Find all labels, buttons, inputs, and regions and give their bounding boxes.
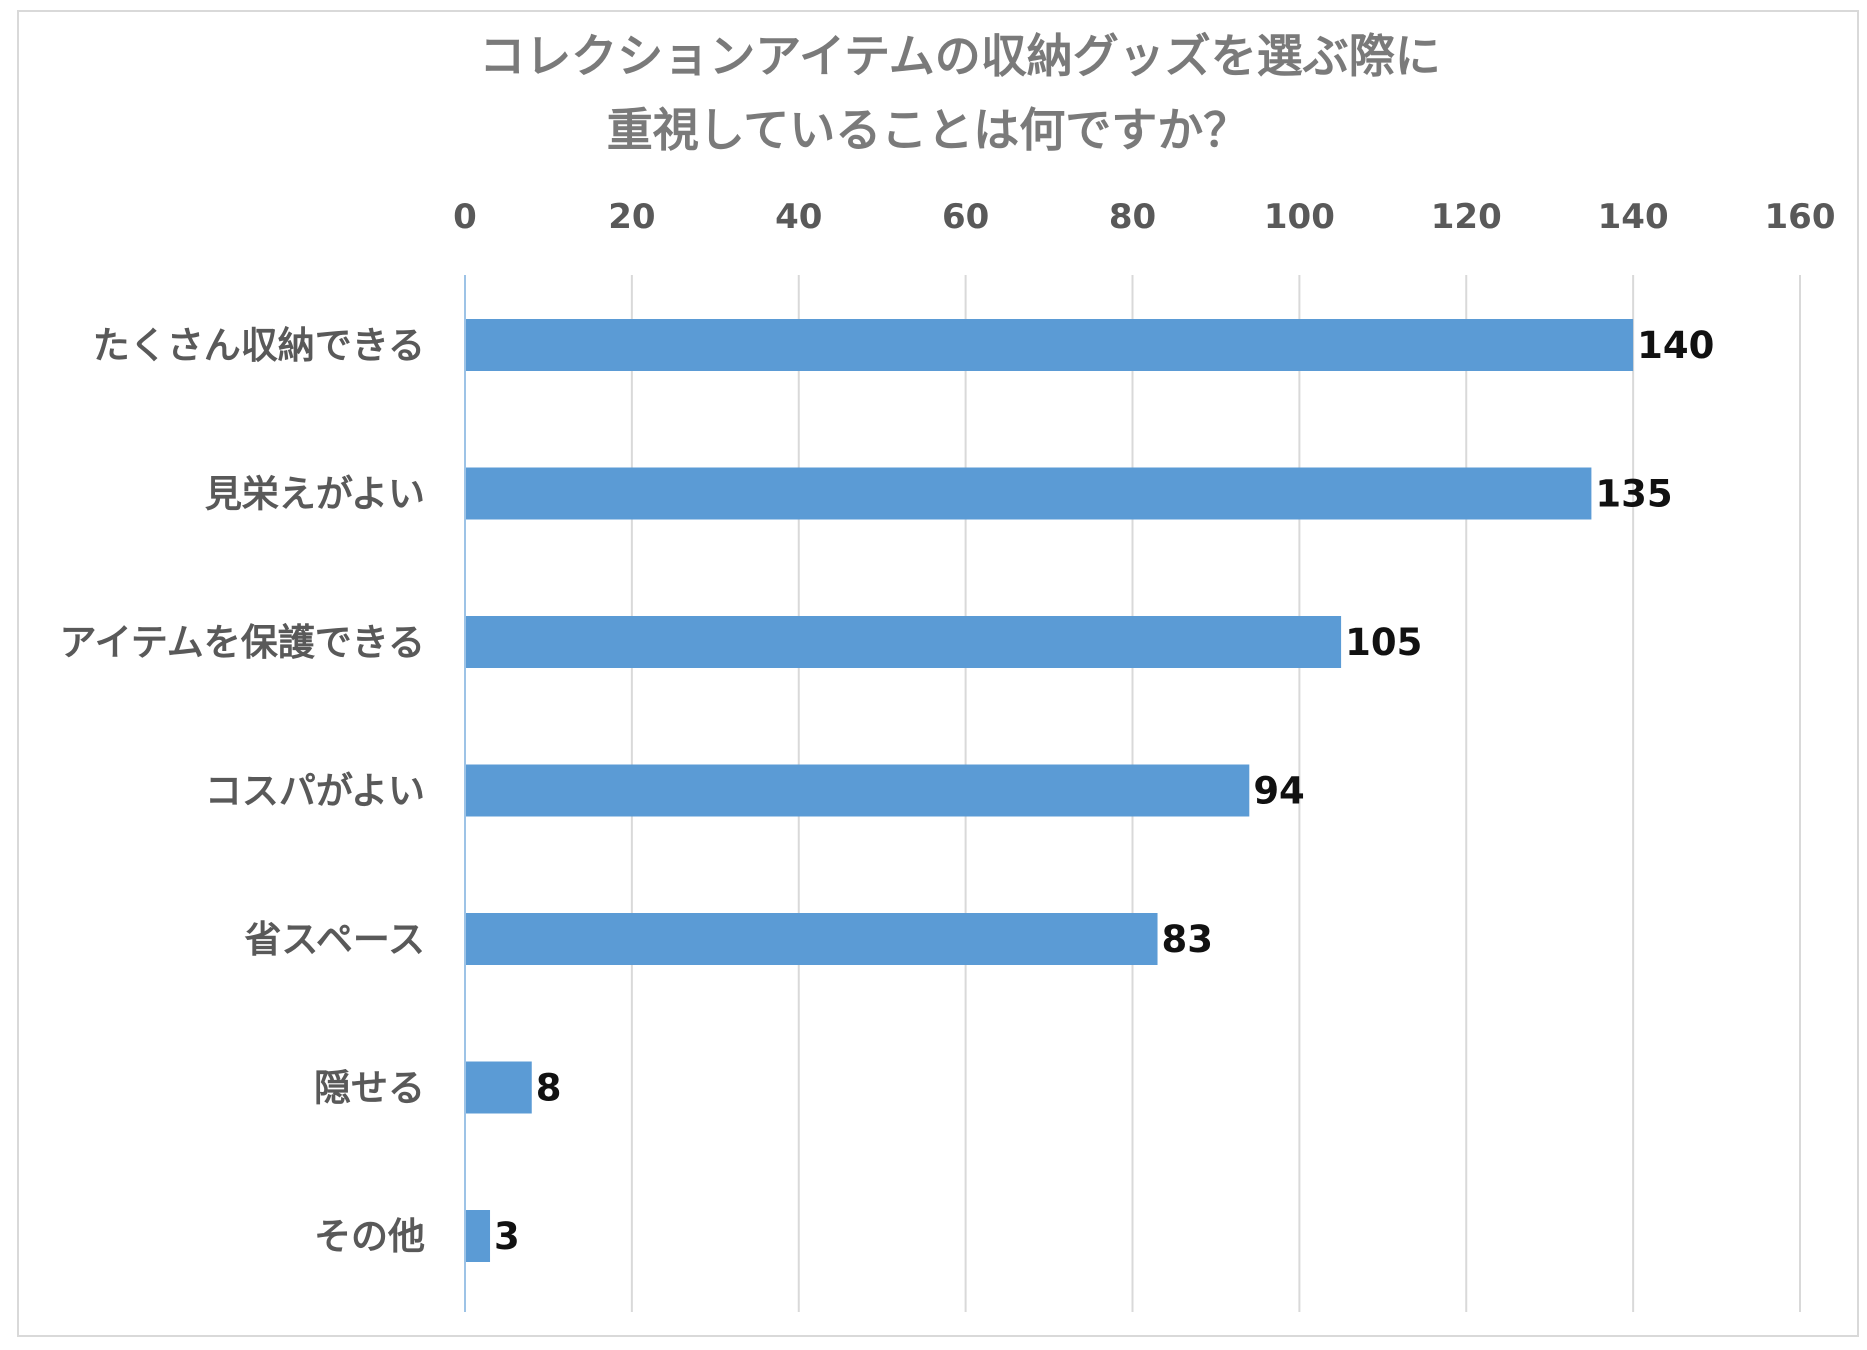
data-label: 3 (494, 1215, 520, 1258)
bars (465, 319, 1634, 1262)
x-tick-label: 40 (775, 197, 822, 237)
bar (465, 913, 1158, 965)
data-label: 83 (1162, 918, 1214, 961)
x-tick-label: 20 (608, 197, 655, 237)
bar (465, 467, 1592, 520)
data-label: 94 (1253, 770, 1305, 813)
category-label: 省スペース (244, 918, 425, 961)
x-tick-label: 60 (942, 197, 989, 237)
x-tick-label: 160 (1765, 197, 1836, 237)
gridlines (630, 275, 1801, 1312)
category-label: その他 (314, 1215, 425, 1258)
data-label: 105 (1345, 621, 1422, 664)
chart-title-line-2: 重視していることは何ですか？ (607, 103, 1250, 157)
category-label: アイテムを保護できる (59, 621, 425, 664)
category-label: 見栄えがよい (205, 473, 425, 516)
data-label: 8 (536, 1067, 562, 1110)
x-tick-label: 120 (1431, 197, 1502, 237)
category-label: コスパがよい (205, 770, 425, 813)
bar (465, 1210, 491, 1262)
category-label: たくさん収納できる (93, 324, 425, 367)
category-label: 隠せる (314, 1067, 425, 1110)
bar (465, 319, 1634, 371)
category-labels: たくさん収納できる見栄えがよいアイテムを保護できるコスパがよい省スペース隠せるそ… (59, 324, 425, 1258)
chart-title: コレクションアイテムの収納グッズを選ぶ際に 重視していることは何ですか？ (479, 29, 1440, 157)
bar (465, 616, 1342, 668)
bar (465, 764, 1250, 817)
x-tick-label: 80 (1109, 197, 1156, 237)
data-label: 140 (1637, 324, 1714, 367)
x-tick-label: 100 (1264, 197, 1335, 237)
chart-frame (17, 10, 1859, 1337)
data-label: 135 (1595, 473, 1672, 516)
x-tick-label: 140 (1598, 197, 1669, 237)
bar (465, 1061, 532, 1114)
x-axis-tick-labels: 0 20 40 60 80 100 120 140 160 (453, 197, 1835, 237)
x-tick-label: 0 (453, 197, 477, 237)
chart-title-line-1: コレクションアイテムの収納グッズを選ぶ際に (479, 29, 1440, 83)
